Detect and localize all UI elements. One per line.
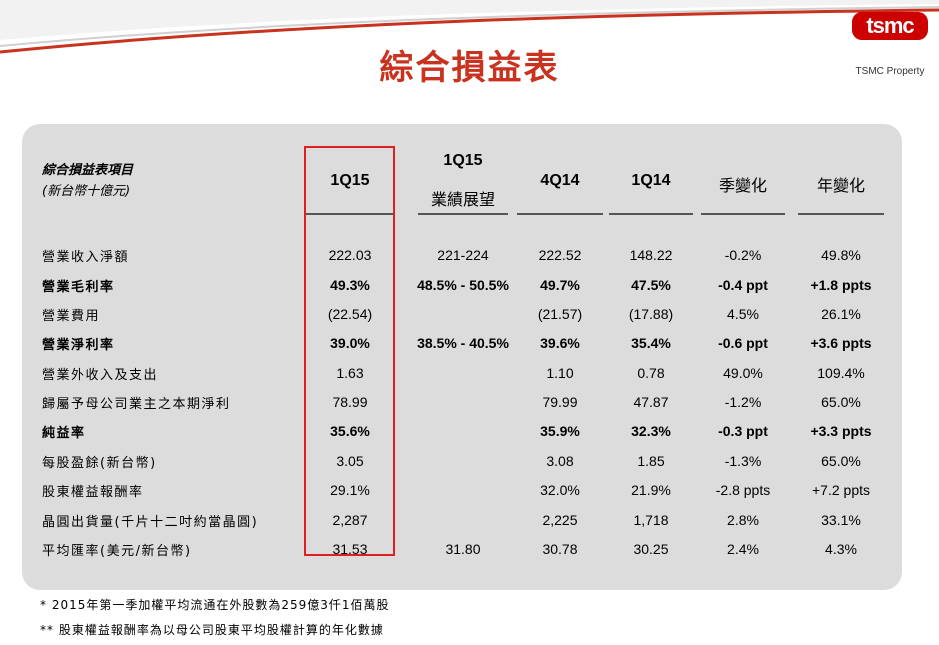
column-header-rule	[305, 213, 395, 215]
table-cell: 2.4%	[727, 541, 759, 557]
row-label: 每股盈餘(新台幣)	[42, 456, 157, 471]
table-cell: +1.8 ppts	[810, 277, 872, 293]
table-cell: 2.8%	[727, 512, 759, 528]
row-label: 營業外收入及支出	[42, 368, 159, 383]
column-header-rule	[418, 213, 508, 215]
table-cell: 1,718	[633, 512, 669, 528]
table-cell: 31.53	[332, 541, 368, 557]
row-label: 純益率	[42, 426, 86, 441]
table-cell: +3.3 ppts	[810, 423, 872, 439]
footnote-1: * 2015年第一季加權平均流通在外股數為259億3仟1佰萬股	[40, 598, 390, 612]
table-cell: -0.6 ppt	[718, 335, 768, 351]
column-header-rule	[609, 213, 693, 215]
table-cell: 49.0%	[723, 365, 763, 381]
table-cell: 38.5% - 40.5%	[417, 335, 509, 351]
table-cell: 65.0%	[821, 453, 861, 469]
column-header-5: 年變化	[816, 176, 865, 195]
logo-subtitle: TSMC Property	[855, 66, 925, 77]
table-cell: 79.99	[542, 394, 578, 410]
table-cell: 1.85	[637, 453, 665, 469]
column-header-1-line1: 1Q15	[443, 152, 483, 169]
table-cell: 35.6%	[330, 423, 370, 439]
row-label: 營業毛利率	[42, 280, 115, 295]
header-label-main: 綜合損益表項目	[42, 163, 134, 178]
logo-word: tsmc	[852, 12, 928, 40]
table-cell: 32.0%	[540, 482, 580, 498]
table-cell: 49.3%	[330, 277, 370, 293]
table-cell: 1.10	[546, 365, 574, 381]
table-cell: 47.5%	[631, 277, 671, 293]
table-cell: 35.9%	[540, 423, 580, 439]
table-cell: 30.78	[542, 541, 578, 557]
table-cell: -0.3 ppt	[718, 423, 768, 439]
column-header-0: 1Q15	[330, 172, 370, 189]
table-cell: 21.9%	[631, 482, 671, 498]
table-cell: 2,287	[332, 512, 368, 528]
table-cell: 26.1%	[821, 306, 861, 322]
table-cell: (17.88)	[628, 306, 674, 322]
table-cell: 221-224	[437, 247, 489, 263]
table-cell: 31.80	[445, 541, 481, 557]
table-cell: -1.3%	[724, 453, 762, 469]
table-cell: 4.3%	[825, 541, 857, 557]
table-cell: 3.08	[546, 453, 574, 469]
row-label: 股東權益報酬率	[42, 485, 144, 500]
page-title: 綜合損益表	[379, 48, 560, 88]
table-cell: 2,225	[542, 512, 578, 528]
table-cell: 65.0%	[821, 394, 861, 410]
table-cell: 32.3%	[631, 423, 671, 439]
table-cell: -1.2%	[724, 394, 762, 410]
table-cell: 29.1%	[330, 482, 370, 498]
table-cell: 33.1%	[821, 512, 861, 528]
row-label: 營業收入淨額	[42, 250, 130, 265]
table-cell: (22.54)	[327, 306, 373, 322]
row-label: 營業淨利率	[42, 338, 115, 353]
table-cell: 148.22	[629, 247, 673, 263]
row-label: 平均匯率(美元/新台幣)	[42, 544, 192, 559]
table-cell: 4.5%	[727, 306, 759, 322]
row-label: 營業費用	[42, 309, 101, 324]
tsmc-logo: tsmc TSMC Property	[850, 8, 930, 77]
table-cell: 49.8%	[821, 247, 861, 263]
table-cell: 1.63	[336, 365, 364, 381]
table-cell: 35.4%	[631, 335, 671, 351]
column-header-rule	[798, 213, 884, 215]
table-cell: 78.99	[332, 394, 368, 410]
column-header-rule	[701, 213, 785, 215]
table-cell: -0.2%	[724, 247, 762, 263]
table-cell: 47.87	[633, 394, 669, 410]
table-cell: 39.6%	[540, 335, 580, 351]
table-cell: 39.0%	[330, 335, 370, 351]
table-cell: (21.57)	[537, 306, 583, 322]
row-label: 歸屬予母公司業主之本期淨利	[42, 397, 231, 412]
header-swoosh	[0, 0, 939, 54]
table-cell: -0.4 ppt	[718, 277, 768, 293]
table-cell: 109.4%	[817, 365, 865, 381]
table-cell: 222.52	[538, 247, 582, 263]
header-label-unit: (新台幣十億元)	[42, 184, 131, 199]
table-cell: 3.05	[336, 453, 364, 469]
footnote-2: ** 股東權益報酬率為以母公司股東平均股權計算的年化數據	[40, 623, 384, 637]
column-header-rule	[517, 213, 603, 215]
table-cell: +7.2 ppts	[812, 482, 870, 498]
column-header-2: 4Q14	[540, 172, 580, 189]
table-cell: 49.7%	[540, 277, 580, 293]
table-cell: 0.78	[637, 365, 665, 381]
table-panel	[22, 124, 902, 590]
table-cell: -2.8 ppts	[715, 482, 771, 498]
table-cell: +3.6 ppts	[810, 335, 872, 351]
table-cell: 30.25	[633, 541, 669, 557]
row-label: 晶圓出貨量(千片十二吋約當晶圓)	[42, 515, 259, 530]
table-cell: 48.5% - 50.5%	[417, 277, 509, 293]
column-header-4: 季變化	[718, 176, 767, 195]
current-quarter-highlight	[304, 146, 395, 556]
column-header-1-line2: 業績展望	[430, 190, 495, 209]
table-header-label: 綜合損益表項目 (新台幣十億元)	[42, 160, 133, 202]
column-header-3: 1Q14	[631, 172, 671, 189]
table-cell: 222.03	[328, 247, 372, 263]
